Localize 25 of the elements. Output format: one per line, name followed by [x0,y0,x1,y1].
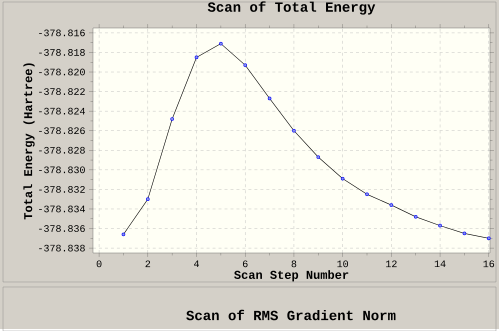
x-tick-label: 12 [386,260,397,268]
y-tick-label: -378.832 [39,186,85,193]
x-tick-label: 10 [337,260,348,268]
x-tick-label: 8 [292,260,296,268]
y-tick-label: -378.826 [39,127,85,134]
y-tick-label: -378.818 [39,48,85,56]
text: Scan of RMS Gradient Norm [186,310,396,320]
x-tick-label: 4 [194,260,200,267]
x-tick-label: 14 [434,260,446,267]
y-tick-label: -378.828 [39,146,85,154]
x-axis-title: Scan Step Number [234,270,348,282]
y-tick-label: -378.834 [39,205,85,212]
y-tick-label: -378.836 [39,225,85,232]
chart-title: Scan of Total Energy [208,1,376,15]
x-tick-label: 6 [242,260,248,268]
y-tick-label: -378.830 [39,166,85,174]
y-axis-title: Total Energy (Hartree) [23,63,35,220]
x-tick-label: 2 [146,260,150,268]
x-tick-label: 0 [96,260,102,268]
y-tick-label: -378.820 [39,68,85,76]
y-tick-label: -378.824 [39,108,85,114]
y-tick-label: -378.816 [39,29,85,36]
y-tick-label: -378.822 [39,88,85,95]
y-tick-label: -378.838 [39,244,85,252]
x-tick-label: 16 [483,260,494,268]
